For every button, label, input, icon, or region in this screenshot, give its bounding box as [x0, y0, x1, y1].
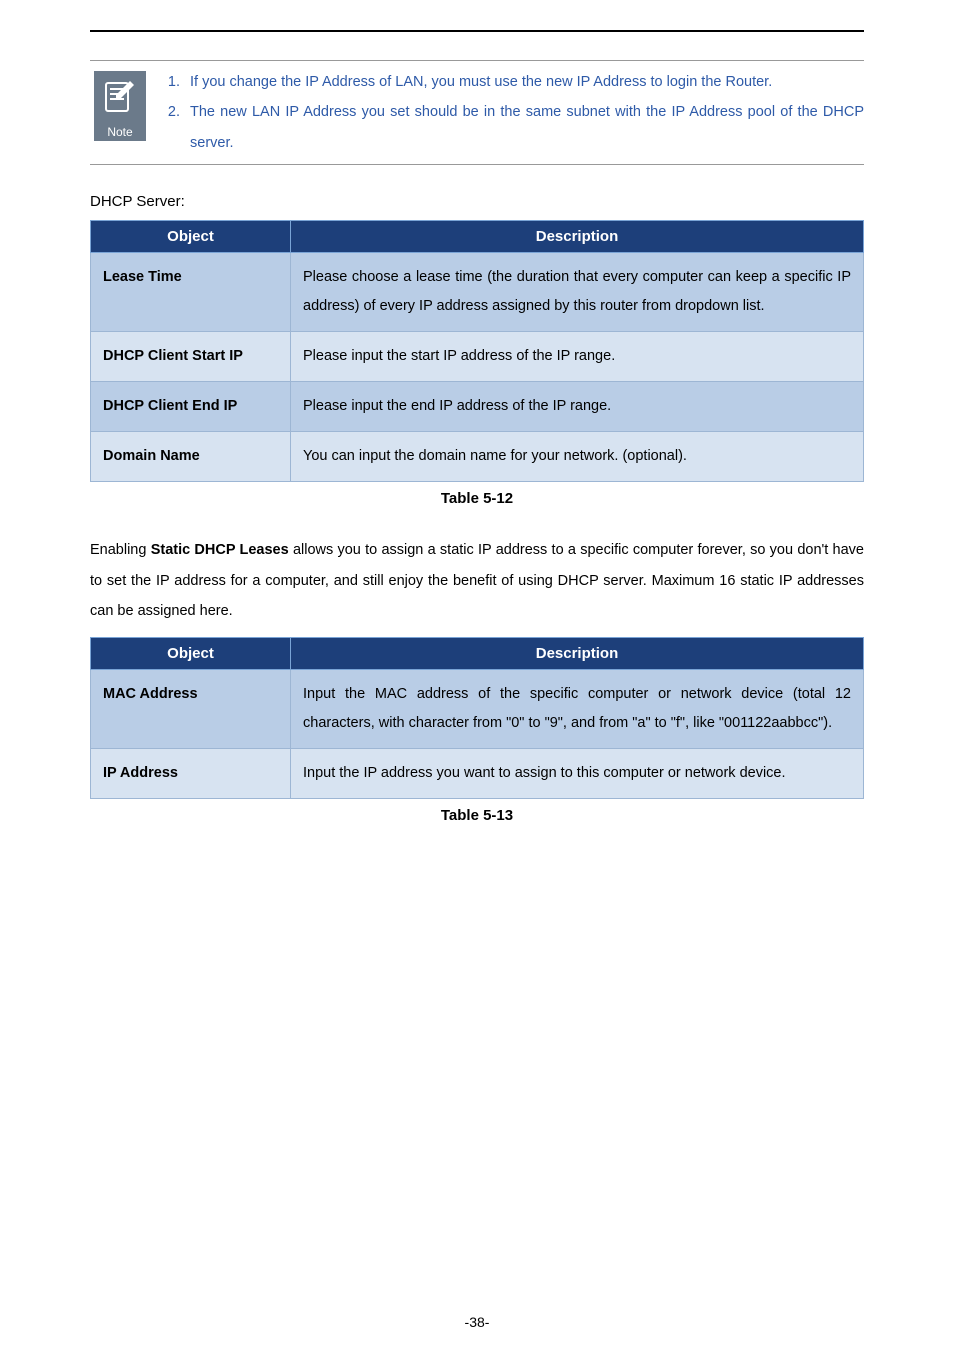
cell-val: Please input the start IP address of the… — [291, 332, 864, 382]
col-description: Description — [291, 221, 864, 253]
cell-key: MAC Address — [91, 669, 291, 748]
note-icon-cell: Note — [90, 67, 150, 158]
cell-val: Please choose a lease time (the duration… — [291, 253, 864, 332]
dhcp-table: Object Description Lease TimePlease choo… — [90, 220, 864, 482]
table-caption: Table 5-13 — [90, 807, 864, 824]
cell-val: Input the IP address you want to assign … — [291, 748, 864, 798]
note-icon — [94, 71, 146, 123]
cell-key: Lease Time — [91, 253, 291, 332]
note-item: The new LAN IP Address you set should be… — [184, 97, 864, 158]
cell-key: IP Address — [91, 748, 291, 798]
note-caption: Note — [94, 123, 146, 141]
cell-val: Input the MAC address of the specific co… — [291, 669, 864, 748]
dhcp-server-label: DHCP Server: — [90, 193, 864, 210]
mac-table: Object Description MAC AddressInput the … — [90, 637, 864, 799]
page-number: -38- — [0, 1314, 954, 1330]
cell-val: You can input the domain name for your n… — [291, 432, 864, 482]
note-block: Note If you change the IP Address of LAN… — [90, 60, 864, 165]
cell-key: DHCP Client Start IP — [91, 332, 291, 382]
cell-val: Please input the end IP address of the I… — [291, 382, 864, 432]
table-caption: Table 5-12 — [90, 490, 864, 507]
paragraph: Enabling Static DHCP Leases allows you t… — [90, 535, 864, 626]
col-object: Object — [91, 637, 291, 669]
note-item: If you change the IP Address of LAN, you… — [184, 67, 864, 97]
col-description: Description — [291, 637, 864, 669]
note-text: If you change the IP Address of LAN, you… — [150, 67, 864, 158]
cell-key: Domain Name — [91, 432, 291, 482]
cell-key: DHCP Client End IP — [91, 382, 291, 432]
col-object: Object — [91, 221, 291, 253]
top-rule — [90, 30, 864, 32]
